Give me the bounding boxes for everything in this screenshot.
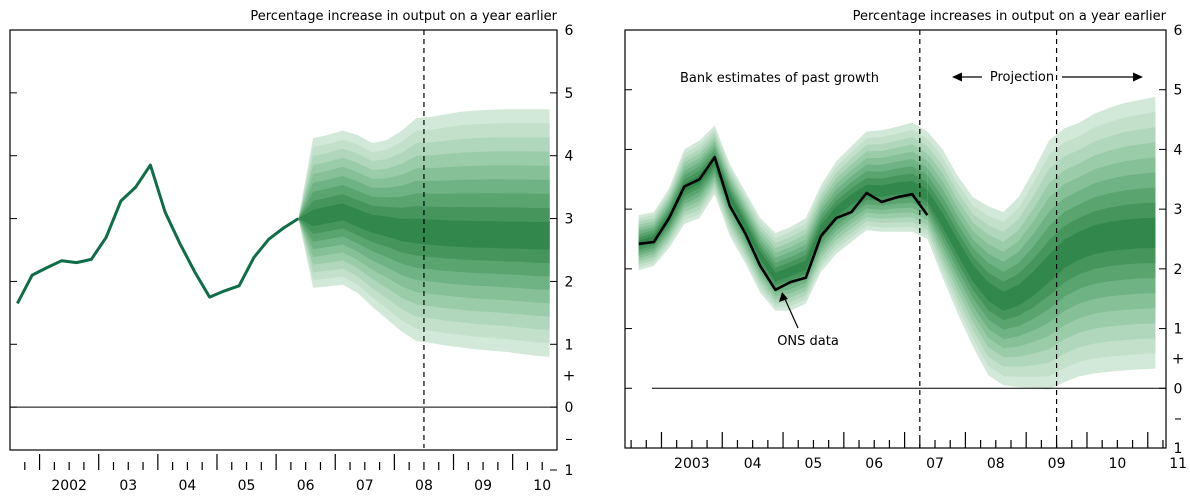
right-x-tick-label: 11	[1169, 456, 1187, 472]
right-fan-bands	[638, 96, 1156, 390]
left-y-tick-label: 6	[565, 23, 574, 39]
left-x-tick-label: 05	[238, 478, 256, 494]
left-x-tick-label: 06	[297, 478, 315, 494]
left-plus-sign: +	[563, 367, 576, 385]
left-y-tick-label: 5	[565, 86, 574, 102]
ons-data-label: ONS data	[777, 334, 839, 349]
right-y-tick-label: 5	[1174, 83, 1183, 99]
right-plus-sign: +	[1172, 349, 1185, 367]
left-y-axis-labels: 6 5 4 3 2 1 0 1	[565, 23, 574, 479]
left-y-tick-label: 1	[565, 337, 574, 353]
right-y-tick-label: 1	[1174, 322, 1183, 338]
left-minus-sign: –	[565, 430, 573, 448]
right-x-tick-label: 09	[1048, 456, 1066, 472]
left-y-tick-label: 1	[565, 463, 574, 479]
right-y-tick-label: 6	[1174, 23, 1183, 39]
left-fan-chart: Percentage increase in output on a year …	[9, 9, 576, 494]
projection-label: Projection	[990, 70, 1054, 85]
projection-arrow-right-icon	[1133, 72, 1143, 82]
right-chart-title: Percentage increases in output on a year…	[853, 9, 1167, 24]
left-fan-band-9	[298, 203, 550, 250]
right-fan-chart: Percentage increases in output on a year…	[624, 9, 1187, 472]
right-y-tick-label: 3	[1174, 202, 1183, 218]
right-x-axis-labels: 2003 04 05 06 07 08 09 10 11	[674, 456, 1187, 472]
right-projection-fan-band-9	[927, 189, 1156, 311]
ons-data-annotation: ONS data	[777, 292, 839, 349]
right-y-tick-label: 2	[1174, 262, 1183, 278]
right-plot-frame	[624, 29, 1167, 449]
right-tick-marks	[625, 29, 1166, 449]
right-past-fan-band-7	[638, 149, 928, 289]
left-x-tick-label: 04	[178, 478, 196, 494]
right-y-axis-labels: 6 5 4 3 2 1 0 1	[1174, 23, 1183, 457]
ons-pointer-line	[784, 298, 799, 329]
left-y-tick-label: 2	[565, 274, 574, 290]
right-y-tick-label: 0	[1174, 381, 1183, 397]
projection-annotation: Projection	[952, 70, 1143, 85]
right-ons-data-line	[638, 155, 929, 292]
left-y-tick-label: 3	[565, 212, 574, 228]
right-x-tick-label: 08	[987, 456, 1005, 472]
left-plot-frame	[9, 29, 558, 451]
right-x-tick-label: 10	[1108, 456, 1126, 472]
projection-arrow-left-icon	[952, 72, 962, 82]
left-x-tick-label: 10	[533, 478, 551, 494]
left-x-tick-label: 2002	[51, 478, 87, 494]
right-minus-sign: –	[1174, 409, 1182, 427]
left-x-tick-label: 09	[474, 478, 492, 494]
ons-pointer-arrow-icon	[779, 292, 788, 302]
left-x-tick-label: 03	[119, 478, 137, 494]
right-x-tick-label: 05	[805, 456, 823, 472]
right-past-fan-band-8	[638, 153, 928, 286]
left-tick-marks	[10, 29, 557, 471]
right-x-tick-label: 2003	[674, 456, 710, 472]
bank-estimates-annotation: Bank estimates of past growth	[680, 71, 879, 86]
left-history-line	[16, 163, 300, 305]
left-x-tick-label: 08	[415, 478, 433, 494]
right-y-tick-label: 1	[1174, 441, 1183, 457]
right-x-tick-label: 06	[865, 456, 883, 472]
right-y-tick-label: 4	[1174, 142, 1183, 158]
left-chart-title: Percentage increase in output on a year …	[250, 9, 557, 24]
right-x-tick-label: 04	[744, 456, 762, 472]
right-x-tick-label: 07	[926, 456, 944, 472]
left-x-axis-labels: 2002 03 04 05 06 07 08 09 10	[51, 478, 551, 494]
left-y-tick-label: 0	[565, 400, 574, 416]
left-x-tick-label: 07	[356, 478, 374, 494]
left-y-tick-label: 4	[565, 149, 574, 165]
